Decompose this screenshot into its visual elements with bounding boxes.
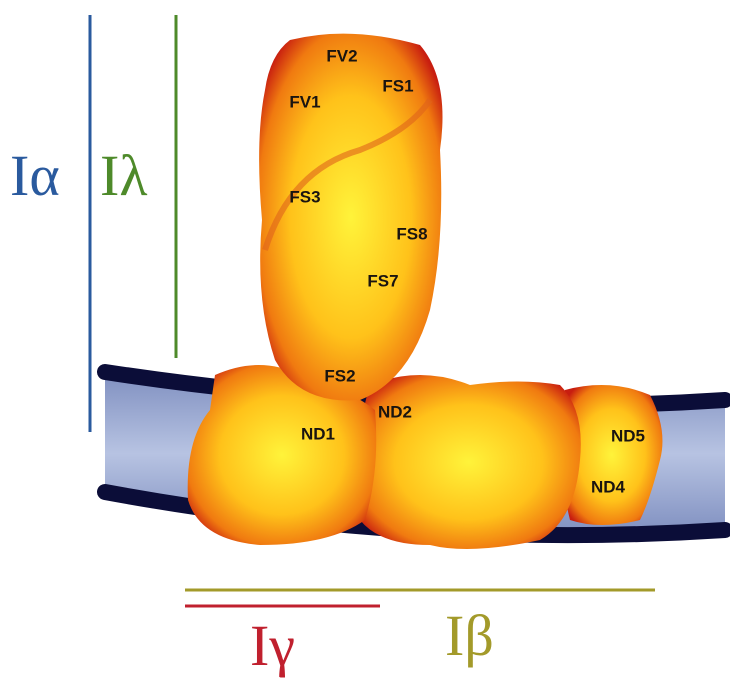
domain-label: Iλ [100, 143, 147, 208]
subunit-label: FS2 [324, 366, 355, 385]
subunit-label: ND1 [301, 424, 335, 443]
domain-label: Iα [10, 143, 60, 208]
domain-label: Iβ [445, 603, 494, 668]
subunit-label: FV2 [326, 46, 357, 65]
domain-label: Iγ [250, 613, 295, 678]
subunit-label: FS1 [382, 76, 413, 95]
subunit-label: ND4 [591, 477, 626, 496]
subunit-label: FV1 [289, 92, 320, 111]
subunit-label: FS7 [367, 271, 398, 290]
subunit-label: ND5 [611, 426, 645, 445]
subunit-label: ND2 [378, 402, 412, 421]
membrane-arm [188, 365, 663, 549]
subunit-label: FS3 [289, 187, 320, 206]
subunit-label: FS8 [396, 224, 427, 243]
peripheral-arm [259, 34, 442, 401]
complex-i-diagram: Iα Iλ Iγ Iβ FV2 FS1 FV1 FS3 FS8 FS7 FS2 … [0, 0, 730, 681]
